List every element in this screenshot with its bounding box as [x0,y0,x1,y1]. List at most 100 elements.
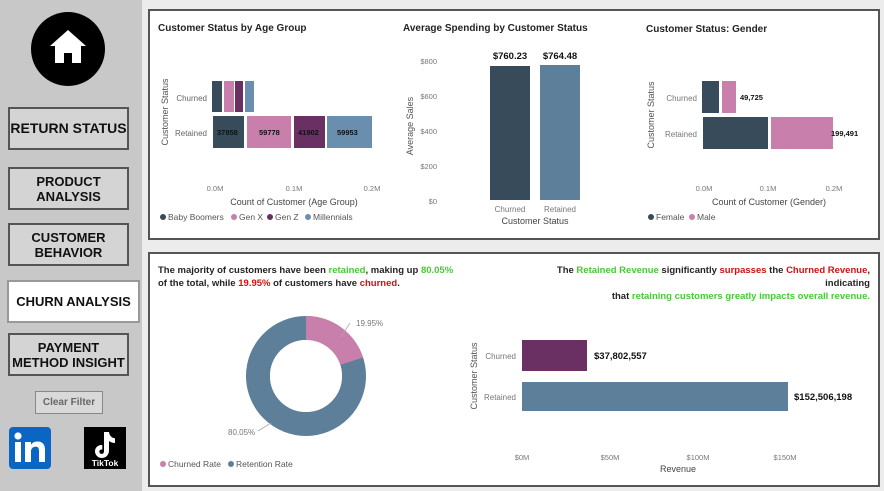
age-bar-churned-baby-boomers[interactable] [212,81,222,112]
legend-marker-gen-z [267,214,273,220]
gender-bar-retained-female[interactable] [703,117,768,149]
linkedin-icon[interactable] [9,427,51,469]
home-button[interactable] [31,12,105,86]
age-chart-title: Customer Status by Age Group [158,23,307,34]
retention-insight-text: The majority of customers have been reta… [158,265,454,289]
gender-chart: Customer Status Churned Retained 49,725 … [646,81,858,222]
churn-donut-chart: 19.95% 80.05% Churned Rate Retention Rat… [160,316,383,469]
legend-gen-x: Gen X [239,212,263,222]
spend-tick-400: $400 [420,127,437,136]
spend-chart: Average Sales $800 $600 $400 $200 $0 $76… [405,51,580,226]
spend-category-churned: Churned [495,205,526,214]
gender-x-axis-title: Count of Customer (Gender) [712,197,826,207]
gender-label-churned: 49,725 [740,93,763,102]
spend-tick-0: $0 [429,197,437,206]
legend-churned-rate: Churned Rate [168,459,221,469]
legend-marker-churned-rate [160,461,166,467]
revenue-bar-churned[interactable] [522,340,587,371]
spend-y-axis-title: Average Sales [405,96,415,155]
age-label-millennials: 59953 [337,128,358,137]
revenue-insight-text: The Retained Revenue significantly surpa… [556,265,870,302]
revenue-bar-retained[interactable] [522,382,788,411]
gender-y-axis-title: Customer Status [646,81,656,149]
gender-tick-1: 0.1M [760,184,777,193]
tiktok-label: TikTok [92,458,119,468]
tiktok-icon[interactable]: TikTok [84,427,126,469]
age-bar-retained-gen-z[interactable] [294,116,325,148]
age-tick-2: 0.2M [364,184,381,193]
donut-label-retention: 80.05% [228,428,255,437]
age-bar-retained-baby-boomers[interactable] [213,116,244,148]
revenue-category-retained: Retained [484,393,516,402]
age-label-gen-z: 41902 [298,128,319,137]
nav-customer-behavior[interactable]: CUSTOMER BEHAVIOR [8,223,129,266]
legend-female: Female [656,212,685,222]
age-tick-0: 0.0M [207,184,224,193]
revenue-category-churned: Churned [485,352,516,361]
bottom-panel: The majority of customers have been reta… [148,252,880,487]
age-label-gen-x: 59778 [259,128,280,137]
revenue-x-axis-title: Revenue [660,464,696,474]
legend-marker-millennials [305,214,311,220]
gender-bar-churned-female[interactable] [702,81,719,113]
nav-product-analysis[interactable]: PRODUCT ANALYSIS [8,167,129,210]
spend-bar-retained[interactable] [540,65,580,200]
spend-tick-800: $800 [420,57,437,66]
home-icon [50,30,86,63]
age-bar-churned-millennials[interactable] [245,81,254,112]
spend-label-churned: $760.23 [493,51,527,62]
age-bar-churned-gen-x[interactable] [224,81,234,112]
legend-millennials: Millennials [313,212,353,222]
legend-marker-female [648,214,654,220]
spend-tick-600: $600 [420,92,437,101]
donut-slice-churned[interactable] [246,316,366,436]
revenue-chart: Customer Status Churned Retained $37,802… [469,340,852,474]
age-category-retained: Retained [175,129,207,138]
legend-male: Male [697,212,716,222]
age-tick-1: 0.1M [286,184,303,193]
top-panel: Customer Status by Age Group Average Spe… [148,9,880,240]
revenue-tick-50: $50M [601,453,620,462]
spend-label-retained: $764.48 [543,51,577,62]
gender-label-retained: 199,491 [831,129,858,138]
gender-tick-0: 0.0M [696,184,713,193]
legend-gen-z: Gen Z [275,212,299,222]
revenue-label-retained: $152,506,198 [794,392,852,403]
revenue-tick-150: $150M [774,453,797,462]
gender-bar-churned-male[interactable] [722,81,736,113]
spend-tick-200: $200 [420,162,437,171]
donut-label-churned: 19.95% [356,319,383,328]
nav-churn-analysis[interactable]: CHURN ANALYSIS [7,280,140,323]
age-bar-retained-millennials[interactable] [327,116,372,148]
donut-leader-retention [257,422,272,432]
nav-payment-method-insight[interactable]: PAYMENT METHOD INSIGHT [8,333,129,376]
gender-chart-title: Customer Status: Gender [646,24,768,35]
gender-category-churned: Churned [666,94,697,103]
age-x-axis-title: Count of Customer (Age Group) [230,197,358,207]
revenue-tick-100: $100M [687,453,710,462]
legend-retention-rate: Retention Rate [236,459,293,469]
age-category-churned: Churned [176,94,207,103]
spend-chart-title: Average Spending by Customer Status [403,23,588,34]
spend-category-retained: Retained [544,205,576,214]
age-bar-churned-gen-z[interactable] [235,81,243,112]
revenue-tick-0: $0M [515,453,530,462]
age-label-baby-boomers: 37858 [217,128,238,137]
nav-return-status[interactable]: RETURN STATUS [8,107,129,150]
legend-baby-boomers: Baby Boomers [168,212,224,222]
spend-bar-churned[interactable] [490,66,530,200]
legend-marker-gen-x [231,214,237,220]
gender-bar-retained-male[interactable] [771,117,833,149]
gender-category-retained: Retained [665,130,697,139]
spend-x-axis-title: Customer Status [501,216,569,226]
revenue-y-axis-title: Customer Status [469,342,479,410]
legend-marker-male [689,214,695,220]
legend-marker-retention-rate [228,461,234,467]
sidebar: RETURN STATUS PRODUCT ANALYSIS CUSTOMER … [0,0,142,491]
clear-filter-button[interactable]: Clear Filter [35,391,103,414]
legend-marker-baby-boomers [160,214,166,220]
revenue-label-churned: $37,802,557 [594,351,647,362]
age-y-axis-title: Customer Status [160,78,170,146]
donut-hole [270,340,342,412]
age-bar-retained-gen-x[interactable] [247,116,291,148]
